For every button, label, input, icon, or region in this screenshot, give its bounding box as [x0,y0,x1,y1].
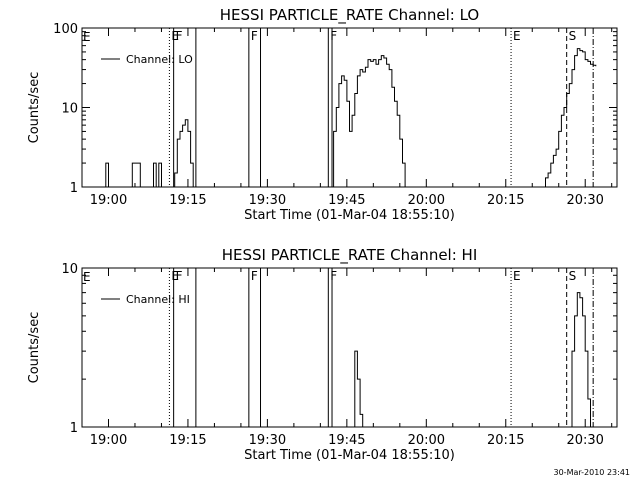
event-label: E [513,269,521,283]
event-label: F [176,269,183,283]
y-axis-label: Counts/sec [27,72,42,144]
x-tick-label: 19:45 [328,433,365,448]
event-label: S [569,29,577,43]
event-label: F [330,269,337,283]
y-axis-label: Counts/sec [27,312,42,384]
chart-panel-2: HESSI PARTICLE_RATE Channel: HI Counts/se… [27,246,618,463]
event-label: F [330,29,337,43]
event-label: E [171,29,179,43]
x-tick-label: 20:15 [487,433,524,448]
chart-title: HESSI PARTICLE_RATE Channel: HI [222,246,478,265]
x-tick-label: 20:15 [487,193,524,208]
x-tick-label: 19:00 [90,433,127,448]
y-tick-label: 1 [70,421,78,436]
event-label: F [251,269,258,283]
y-tick-label: 1 [70,181,78,196]
x-axis-label: Start Time (01-Mar-04 18:55:10) [244,208,455,223]
event-label: E [171,269,179,283]
event-label: F [176,29,183,43]
x-tick-label: 19:15 [169,433,206,448]
x-tick-label: 20:00 [408,433,445,448]
event-label: S [569,269,577,283]
plot-frame [81,267,618,428]
footer-timestamp: 30-Mar-2010 23:41 [553,468,631,477]
y-tick-label: 100 [53,22,78,37]
x-tick-label: 19:30 [249,433,286,448]
x-tick-label: 19:15 [169,193,206,208]
x-tick-label: 19:00 [90,193,127,208]
x-tick-label: 19:45 [328,193,365,208]
chart-title: HESSI PARTICLE_RATE Channel: LO [220,6,479,25]
event-label: E [513,29,521,43]
edge-event-label: E [83,270,91,284]
legend-label: Channel: LO [126,53,193,66]
edge-event-label: E [83,30,91,44]
event-label: F [251,29,258,43]
series-line [82,292,591,428]
x-tick-label: 19:30 [249,193,286,208]
x-axis-label: Start Time (01-Mar-04 18:55:10) [244,448,455,463]
x-tick-label: 20:30 [566,193,603,208]
y-tick-label: 10 [61,102,78,117]
chart-panel-1: HESSI PARTICLE_RATE Channel: LO Counts/se… [27,6,618,223]
x-tick-label: 20:00 [408,193,445,208]
series-line [82,48,597,188]
x-tick-label: 20:30 [566,433,603,448]
y-tick-label: 10 [61,262,78,277]
legend-label: Channel: HI [126,293,190,306]
